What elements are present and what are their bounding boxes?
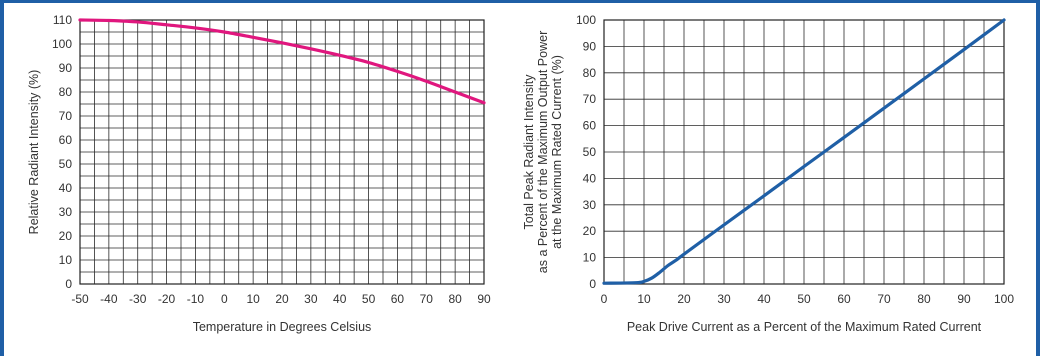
y-tick-label: 0 [65,277,72,291]
x-tick-label: 80 [917,292,931,306]
x-tick-label: 30 [717,292,731,306]
x-tick-label: 90 [957,292,971,306]
grid [604,20,1004,284]
x-tick-label: 90 [477,292,491,306]
plot-area-border [79,19,485,285]
y-tick-label: 70 [583,92,597,106]
x-tick-label: -50 [71,292,89,306]
y-axis-label: Relative Radiant Intensity (%) [27,70,41,235]
x-tick-label: 80 [448,292,462,306]
y-tick-label: 20 [583,224,597,238]
x-tick-label: 100 [994,292,1014,306]
y-tick-label: 10 [583,251,597,265]
y-tick-label: 80 [583,66,597,80]
y-tick-label: 110 [53,13,72,27]
x-tick-label: 0 [221,292,228,306]
series-line [78,18,486,105]
y-tick-label: 60 [583,119,597,133]
x-tick-label: 40 [757,292,771,306]
temperature-chart: -50 -40 -30 -20 -10 0 10 20 30 40 50 60 70 80 90 0 10 20 3… [27,13,491,334]
x-tick-label: 60 [837,292,851,306]
y-tick-label: 10 [59,253,73,267]
y-axis-label: Total Peak Radiant Intensity [522,74,536,230]
y-tick-label: 70 [59,109,73,123]
y-tick-label: 30 [59,205,73,219]
x-tick-label: 60 [391,292,405,306]
y-tick-label: 50 [59,157,73,171]
y-tick-label: 50 [583,145,597,159]
y-tick-label: 90 [59,61,73,75]
x-axis-label: Temperature in Degrees Celsius [193,320,372,334]
y-tick-label: 90 [583,39,597,53]
x-tick-label: 0 [601,292,608,306]
x-tick-label: 50 [362,292,376,306]
x-tick-label: 70 [420,292,434,306]
y-axis-label: as a Percent of the Maximum Output Power [536,31,550,273]
plot-area-border [603,19,1005,285]
drive-current-chart: 0 10 20 30 40 50 60 70 80 90 100 0 10 20 30 40 50 60 70 80 9… [522,13,1014,334]
x-tick-label: 30 [304,292,318,306]
y-tick-label: 100 [52,37,72,51]
y-tick-label: 100 [576,13,596,27]
x-tick-label: -30 [129,292,147,306]
x-tick-label: 40 [333,292,347,306]
x-tick-label: 10 [246,292,260,306]
y-tick-label: 40 [59,181,73,195]
x-tick-label: 50 [797,292,811,306]
x-tick-label: 10 [637,292,651,306]
x-tick-label: 70 [877,292,891,306]
y-tick-label: 60 [59,133,73,147]
y-axis-label: at the Maximum Rated Current (%) [550,55,564,249]
grid [80,20,484,284]
y-tick-label: 0 [589,277,596,291]
series-line [602,18,1006,285]
y-tick-label: 20 [59,229,73,243]
x-axis-label: Peak Drive Current as a Percent of the M… [627,320,982,334]
x-tick-label: -10 [187,292,205,306]
y-tick-label: 80 [59,85,73,99]
y-tick-label: 30 [583,198,597,212]
y-tick-label: 40 [583,171,597,185]
x-tick-label: -40 [100,292,118,306]
x-tick-label: 20 [677,292,691,306]
x-tick-label: -20 [158,292,176,306]
x-tick-label: 20 [275,292,289,306]
